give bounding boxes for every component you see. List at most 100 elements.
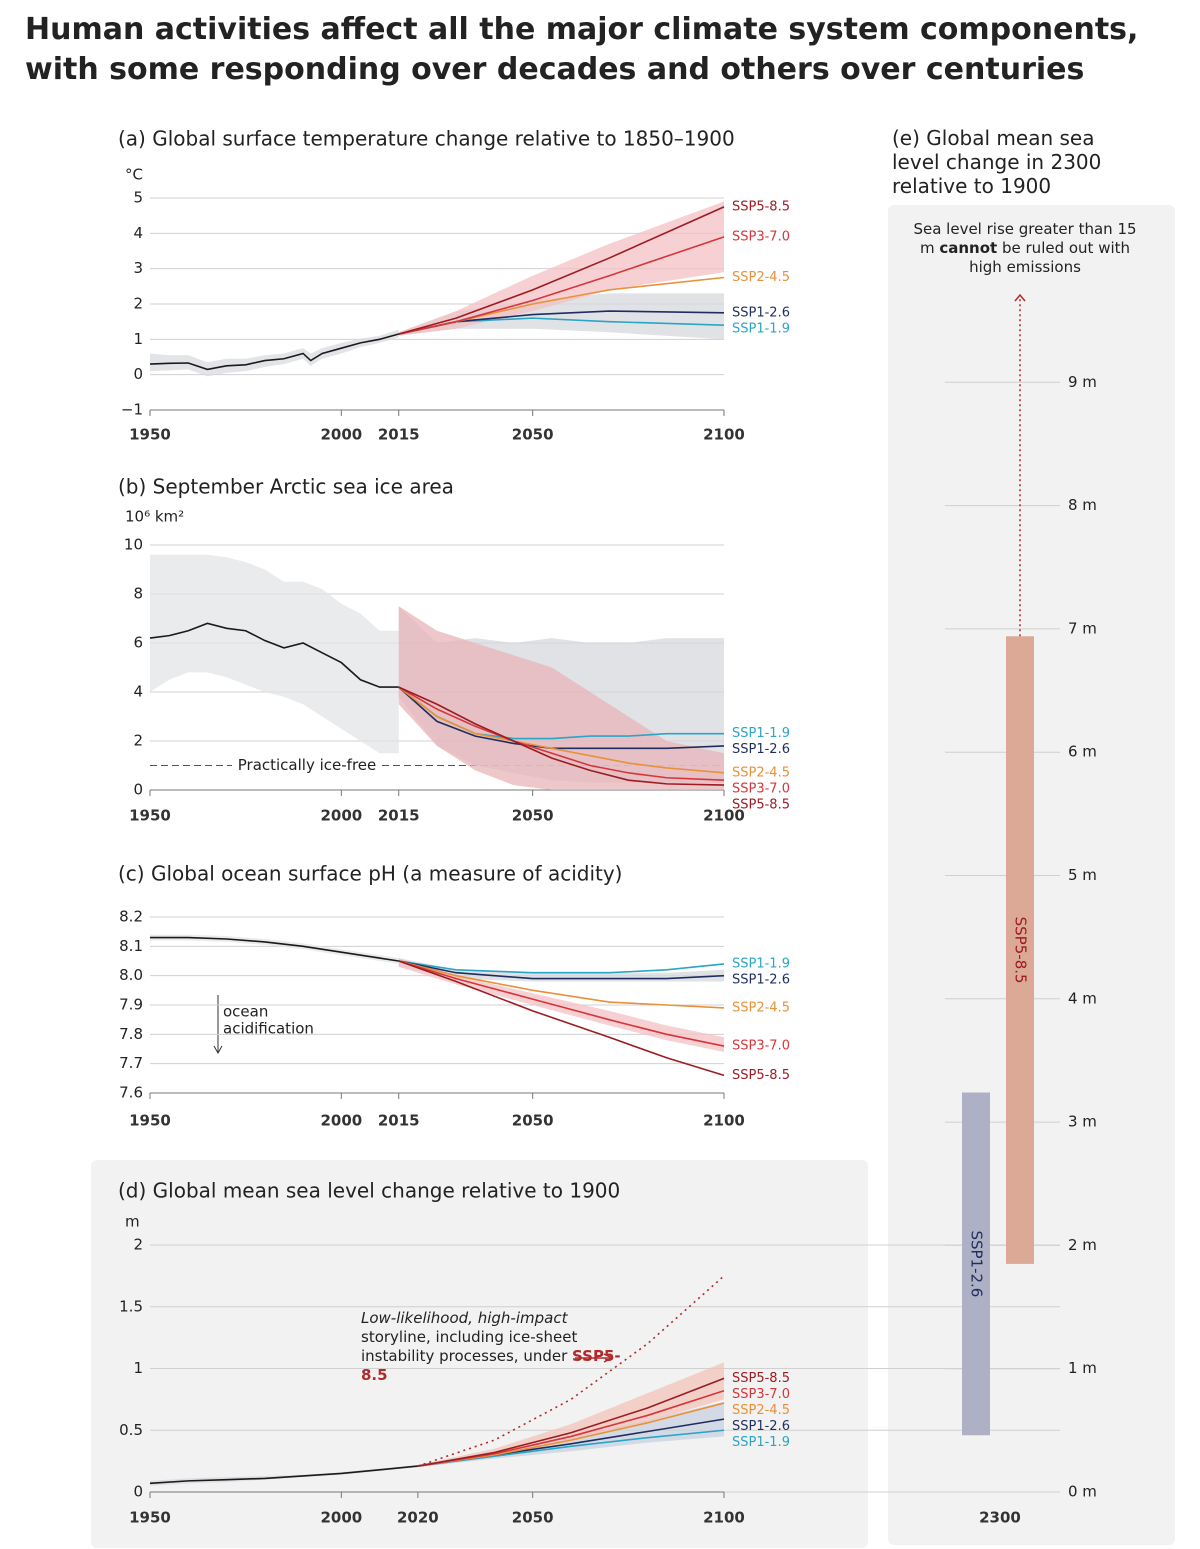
series-label: SSP1-1.9	[732, 956, 790, 971]
series-line	[149, 622, 399, 688]
arrowhead	[1014, 293, 1026, 302]
series-line	[417, 1389, 725, 1467]
y-tick-label: 9 m	[1068, 373, 1097, 391]
annotation-text: Low-likelihood, high-impact	[361, 1309, 568, 1327]
uncertainty-band	[398, 201, 724, 336]
series-label: SSP5-8.5	[732, 1068, 790, 1083]
x-tick-label: 2050	[512, 426, 554, 444]
x-tick-label: 2100	[703, 426, 745, 444]
annotation-arrowhead	[603, 1353, 614, 1363]
x-tick-label: 2015	[378, 807, 420, 825]
y-tick-label: 3 m	[1068, 1113, 1097, 1131]
chart-title: (b) September Arctic sea ice area	[118, 475, 454, 499]
annotation-text: storyline, including ice-sheet instabili…	[361, 1328, 578, 1365]
series-label: SSP1-1.9	[732, 321, 790, 336]
y-tick-label: 6 m	[1068, 743, 1097, 761]
series-line	[398, 686, 725, 774]
chart-title: (a) Global surface temperature change re…	[118, 127, 735, 151]
panel-bg	[91, 1160, 868, 1548]
y-tick-label: 8.0	[119, 966, 143, 984]
annotation-arrowhead	[213, 1045, 223, 1055]
x-tick-label: 1950	[129, 807, 171, 825]
y-tick-label: 0	[133, 1483, 143, 1501]
series-line	[417, 1402, 725, 1467]
x-tick-label: 2100	[703, 807, 745, 825]
y-tick-label: 7.8	[119, 1025, 143, 1043]
series-line	[398, 686, 725, 781]
y-tick-label: 4	[133, 683, 143, 701]
series-line	[398, 960, 725, 1009]
x-tick-label: 1950	[129, 1509, 171, 1527]
uncertainty-band	[398, 293, 724, 340]
y-tick-label: 4	[133, 224, 143, 242]
series-label: SSP2-4.5	[732, 1000, 790, 1015]
page-title: Human activities affect all the major cl…	[25, 12, 1139, 87]
uncertainty-band	[150, 934, 399, 964]
x-tick-label: 2015	[378, 426, 420, 444]
axis-unit: 10⁶ km²	[125, 508, 184, 526]
y-tick-label: 0 m	[1068, 1483, 1097, 1501]
y-tick-label: 10	[124, 536, 143, 554]
x-tick-label: 2050	[512, 807, 554, 825]
y-tick-label: 8.2	[119, 908, 143, 926]
y-tick-label: 4 m	[1068, 989, 1097, 1007]
x-tick-label: 2100	[703, 1112, 745, 1130]
series-label: SSP3-7.0	[732, 781, 790, 796]
y-tick-label: 7.6	[119, 1084, 143, 1102]
series-label: SSP1-2.6	[732, 742, 790, 757]
x-tick-label: 2000	[320, 1112, 362, 1130]
y-tick-label: 5	[133, 189, 143, 207]
series-line	[398, 236, 725, 335]
series-line	[398, 960, 725, 1047]
series-label: SSP2-4.5	[732, 270, 790, 285]
chart-title: (e) Global mean sea level change in 2300…	[892, 126, 1102, 198]
x-tick-label: 2000	[320, 426, 362, 444]
x-tick-label: 2300	[979, 1509, 1021, 1527]
annotation: ocean	[223, 1003, 268, 1021]
series-line	[417, 1377, 725, 1467]
x-tick-label: 2050	[512, 1112, 554, 1130]
y-tick-label: −1	[121, 401, 143, 419]
series-line	[149, 1465, 418, 1485]
annotation: Low-likelihood, high-impact storyline, i…	[361, 1309, 623, 1385]
y-tick-label: 3	[133, 259, 143, 277]
series-label: SSP1-2.6	[732, 1419, 790, 1434]
series-label: SSP3-7.0	[732, 1039, 790, 1054]
series-label: SSP2-4.5	[732, 1403, 790, 1418]
series-label: SSP5-8.5	[732, 1371, 790, 1386]
threshold-label: Practically ice-free	[238, 756, 377, 774]
series-label: SSP1-2.6	[732, 305, 790, 320]
range-bar	[962, 1092, 990, 1436]
x-tick-label: 2050	[512, 1509, 554, 1527]
series-label: SSP1-1.9	[732, 1435, 790, 1450]
bar-label: SSP5-8.5	[1012, 917, 1030, 984]
axis-unit: m	[125, 1213, 140, 1231]
bar-label: SSP1-2.6	[968, 1230, 986, 1297]
series-line	[150, 936, 399, 962]
chart-title: (d) Global mean sea level change relativ…	[118, 1179, 620, 1203]
series-line	[417, 1429, 725, 1467]
note-text: Sea level rise greater than 15 m	[913, 220, 1137, 257]
uncertainty-band	[150, 554, 399, 754]
y-tick-label: 8 m	[1068, 496, 1097, 514]
uncertainty-band	[398, 606, 724, 790]
y-tick-label: 1 m	[1068, 1359, 1097, 1377]
x-tick-label: 1950	[129, 426, 171, 444]
series-label: SSP3-7.0	[732, 1387, 790, 1402]
series-line	[398, 960, 725, 974]
annotation-text: SSP5-8.5	[361, 1347, 621, 1384]
series-label: SSP5-8.5	[732, 797, 790, 812]
y-tick-label: 0	[133, 781, 143, 799]
y-tick-label: 7 m	[1068, 619, 1097, 637]
x-tick-label: 2000	[320, 807, 362, 825]
annotation: acidification	[223, 1020, 314, 1038]
note-text: cannot	[939, 239, 998, 257]
x-tick-label: 1950	[129, 1112, 171, 1130]
y-tick-label: 2	[133, 295, 143, 313]
chart-title: (c) Global ocean surface pH (a measure o…	[118, 862, 622, 886]
series-line	[398, 960, 725, 1077]
x-tick-label: 2100	[703, 1509, 745, 1527]
y-tick-label: 2	[133, 1236, 143, 1254]
